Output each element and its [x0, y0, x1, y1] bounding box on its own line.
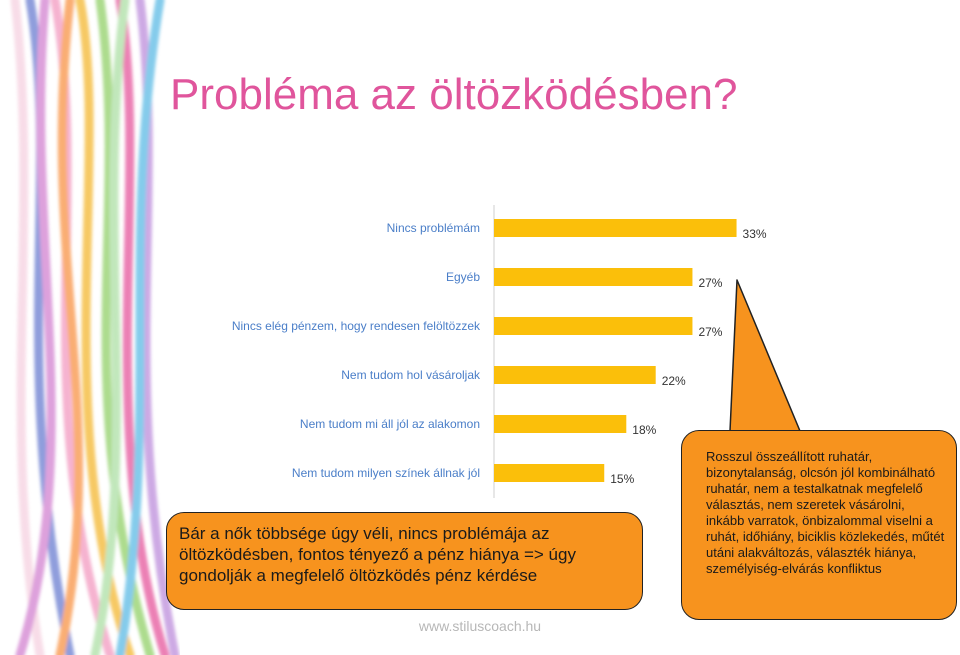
decorative-ribbons — [10, 0, 180, 655]
bar-3 — [494, 366, 656, 384]
bar-0 — [494, 219, 737, 237]
bar-1 — [494, 268, 693, 286]
bar-5 — [494, 464, 605, 482]
category-label-1: Egyéb — [446, 270, 480, 284]
value-label-1: 27% — [698, 276, 722, 290]
page-title: Probléma az öltözködésben? — [170, 70, 738, 119]
callout-right-text: Rosszul összeállított ruhatár, bizonytal… — [706, 449, 945, 576]
category-label-3: Nem tudom hol vásároljak — [341, 368, 481, 382]
value-label-4: 18% — [632, 423, 656, 437]
bar-4 — [494, 415, 627, 433]
category-label-5: Nem tudom milyen színek állnak jól — [292, 466, 480, 480]
callout-left: Bár a nők többsége úgy véli, nincs probl… — [166, 512, 643, 610]
callout-right: Rosszul összeállított ruhatár, bizonytal… — [681, 430, 957, 620]
bar-2 — [494, 317, 693, 335]
category-label-2: Nincs elég pénzem, hogy rendesen felöltö… — [232, 319, 481, 333]
callout-left-text: Bár a nők többsége úgy véli, nincs probl… — [179, 524, 576, 585]
value-label-5: 15% — [610, 472, 634, 486]
category-label-4: Nem tudom mi áll jól az alakomon — [300, 417, 480, 431]
footer-url: www.stiluscoach.hu — [418, 618, 542, 634]
value-label-0: 33% — [743, 227, 767, 241]
value-label-2: 27% — [698, 325, 722, 339]
category-label-0: Nincs problémám — [387, 221, 480, 235]
value-label-3: 22% — [662, 374, 686, 388]
